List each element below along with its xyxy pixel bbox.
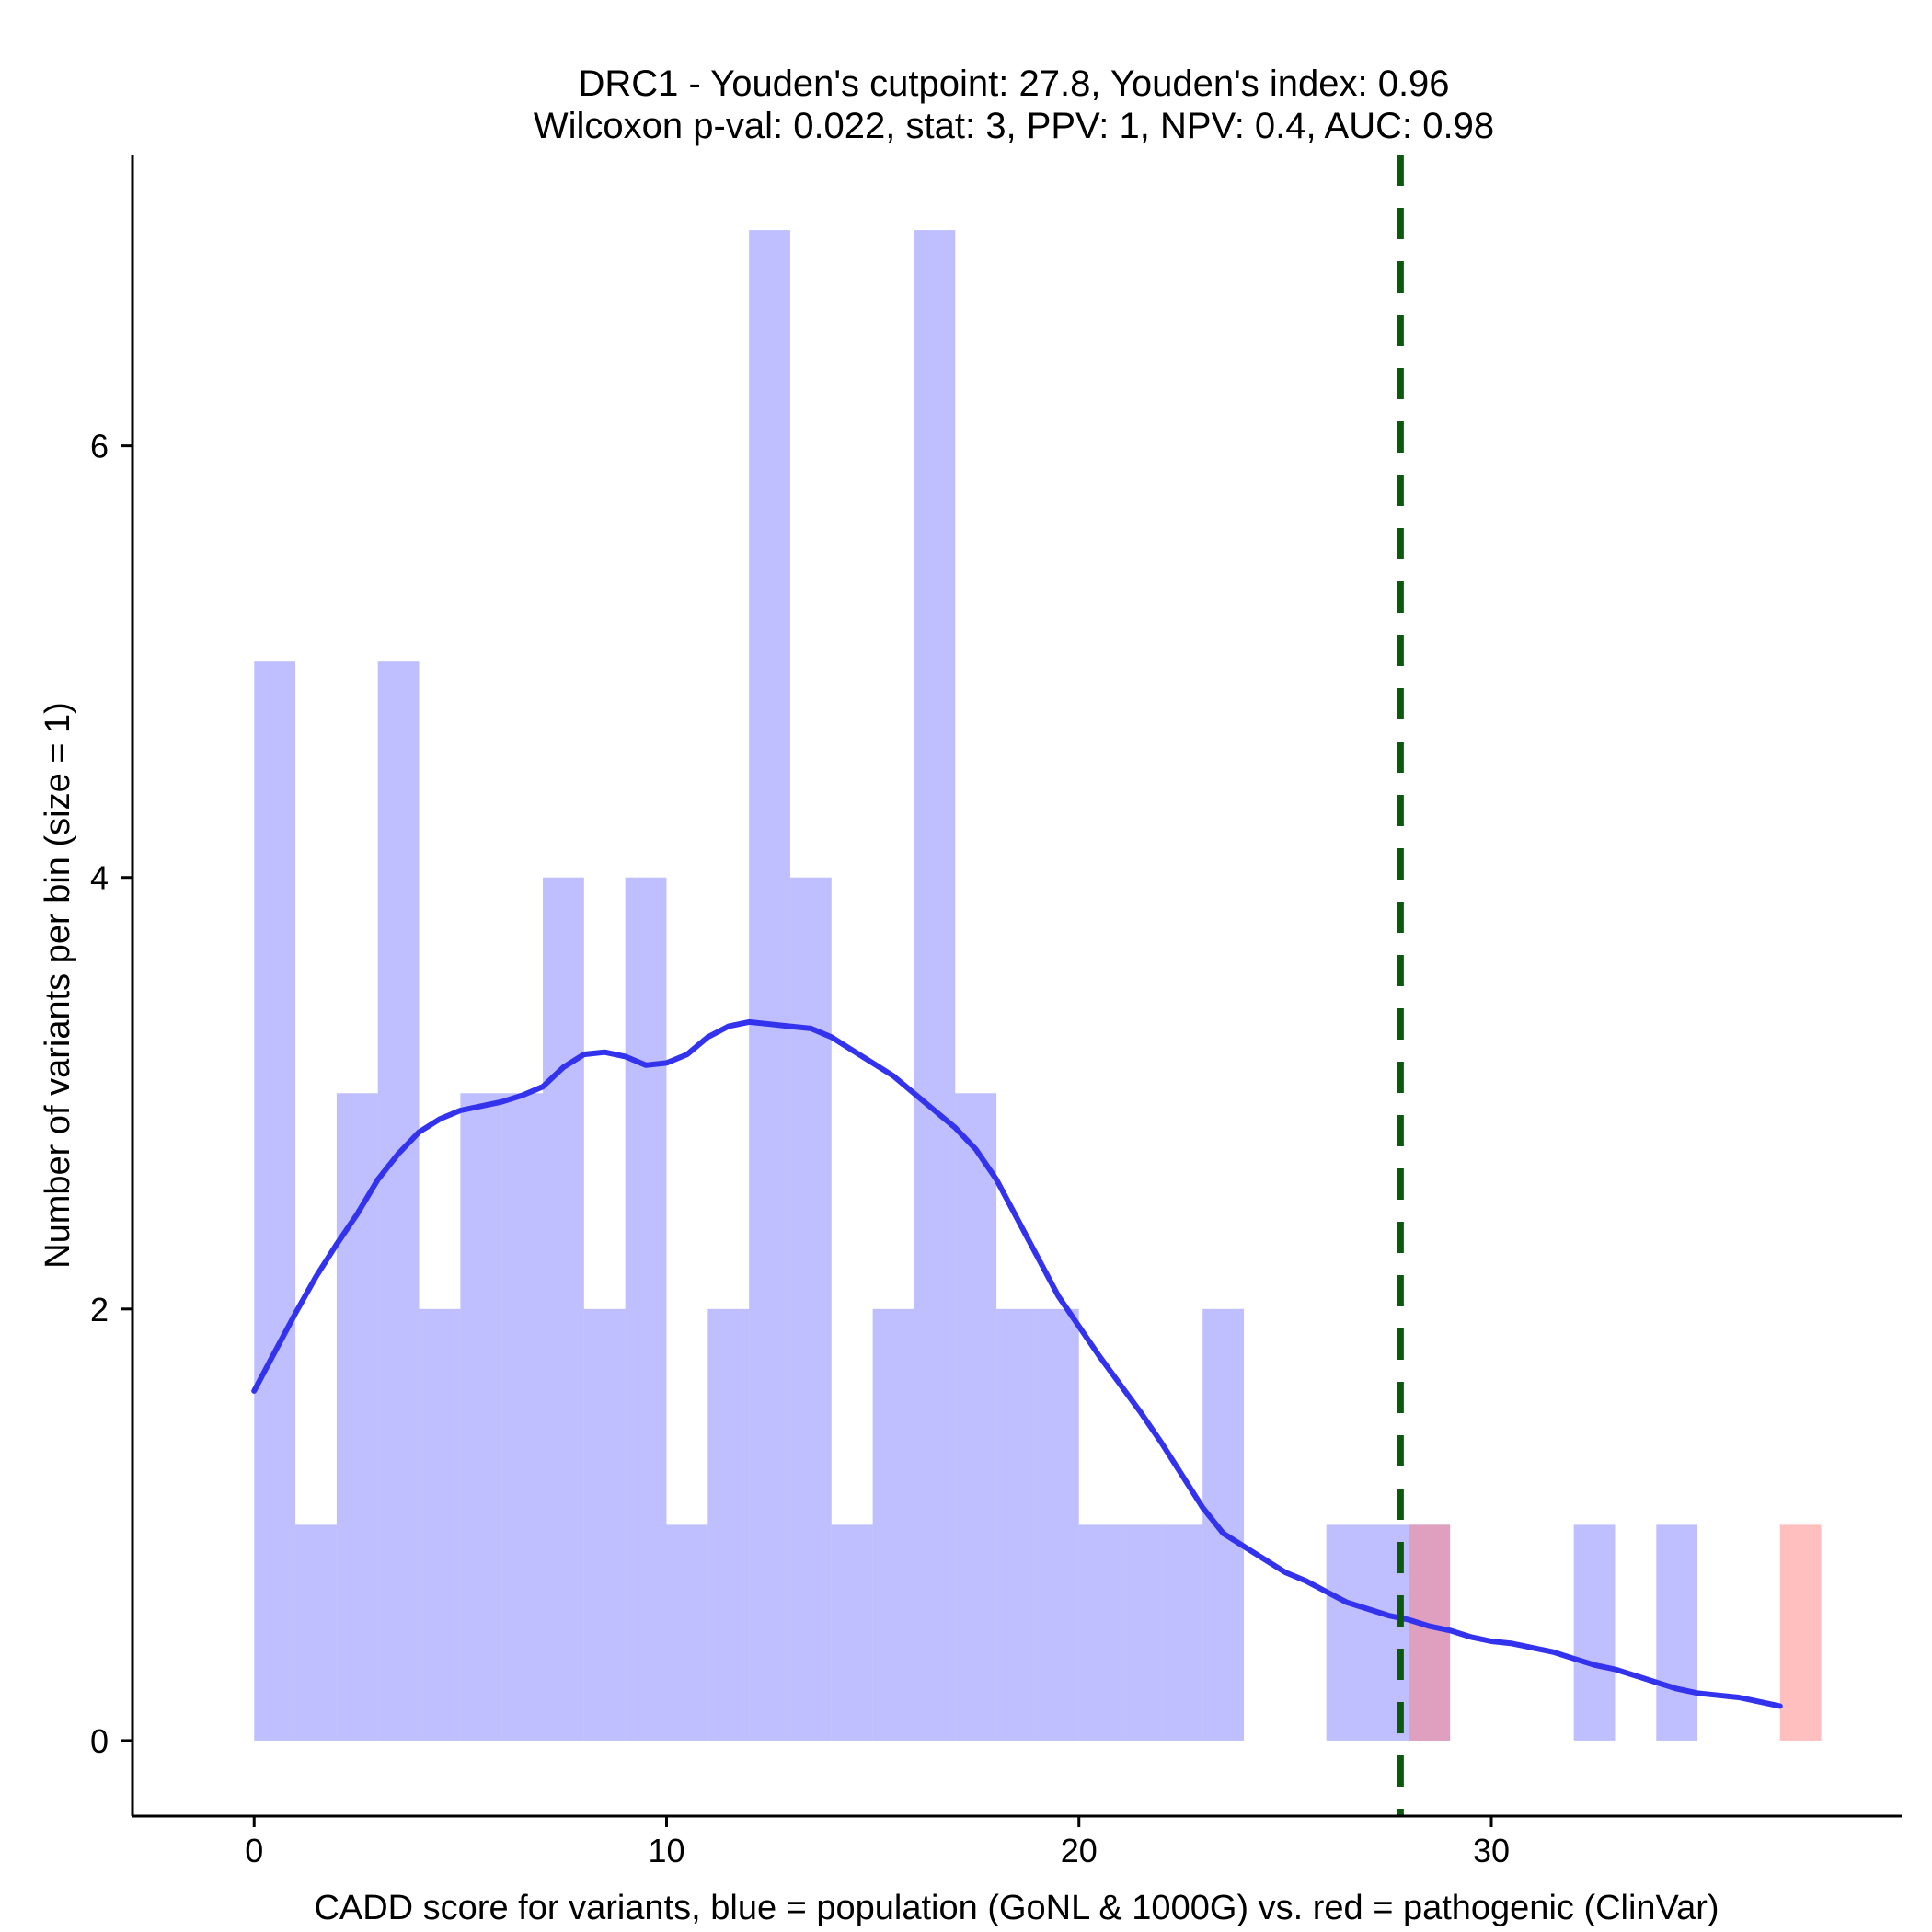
y-axis-ticks: 0 2 4 6 xyxy=(90,428,132,1760)
bar-series0-bin-1 xyxy=(295,1524,337,1741)
bar-series0-bin-34 xyxy=(1656,1524,1698,1741)
bar-series0-bin-19 xyxy=(1037,1308,1079,1741)
y-tick-label-4: 4 xyxy=(90,859,109,897)
bar-series0-bin-11 xyxy=(707,1308,750,1741)
bar-series0-bin-18 xyxy=(996,1308,1038,1741)
x-tick-label-30: 30 xyxy=(1473,1832,1510,1869)
chart-subtitle: Wilcoxon p-val: 0.022, stat: 3, PPV: 1, … xyxy=(534,106,1494,146)
bar-series0-bin-17 xyxy=(955,1093,997,1741)
y-tick-label-2: 2 xyxy=(90,1291,109,1328)
bar-series0-bin-15 xyxy=(872,1308,914,1741)
bar-series0-bin-8 xyxy=(583,1308,626,1741)
density-curve xyxy=(251,1018,1783,1709)
bar-series0-bin-5 xyxy=(460,1093,502,1741)
bar-series0-bin-4 xyxy=(419,1308,461,1741)
bar-series0-bin-32 xyxy=(1573,1524,1616,1741)
histogram-bars xyxy=(254,230,1822,1741)
y-axis-label: Number of variants per bin (size = 1) xyxy=(39,702,77,1269)
bar-series0-bin-23 xyxy=(1202,1308,1245,1741)
bar-series0-bin-10 xyxy=(666,1524,708,1741)
bar-series0-bin-21 xyxy=(1120,1524,1162,1741)
bar-series1-bin-37 xyxy=(1779,1524,1822,1741)
bar-series0-bin-9 xyxy=(625,877,667,1741)
bar-series1-bin-28 xyxy=(1409,1524,1451,1741)
x-tick-label-20: 20 xyxy=(1061,1832,1098,1869)
bar-series0-bin-13 xyxy=(789,877,832,1741)
x-tick-label-0: 0 xyxy=(245,1832,263,1869)
bar-series0-bin-3 xyxy=(377,661,420,1741)
bar-series0-bin-26 xyxy=(1326,1524,1368,1741)
density-curve-layer xyxy=(251,1018,1783,1709)
bar-series0-bin-7 xyxy=(543,877,584,1741)
bar-series0-bin-20 xyxy=(1078,1524,1121,1741)
bar-series0-bin-16 xyxy=(914,230,956,1741)
bar-series0-bin-12 xyxy=(749,230,790,1741)
bar-series0-bin-0 xyxy=(254,661,296,1741)
x-tick-label-10: 10 xyxy=(648,1832,684,1869)
y-tick-label-6: 6 xyxy=(90,428,109,466)
bar-series0-bin-2 xyxy=(336,1093,378,1741)
chart-title: DRC1 - Youden's cutpoint: 27.8, Youden's… xyxy=(578,63,1449,104)
y-tick-label-0: 0 xyxy=(90,1722,109,1760)
x-axis-ticks: 0 10 20 30 xyxy=(245,1816,1510,1869)
x-axis-label: CADD score for variants, blue = populati… xyxy=(314,1889,1719,1927)
bar-series0-bin-22 xyxy=(1161,1524,1203,1741)
bar-series0-bin-6 xyxy=(501,1093,544,1741)
bar-series0-bin-14 xyxy=(831,1524,873,1741)
